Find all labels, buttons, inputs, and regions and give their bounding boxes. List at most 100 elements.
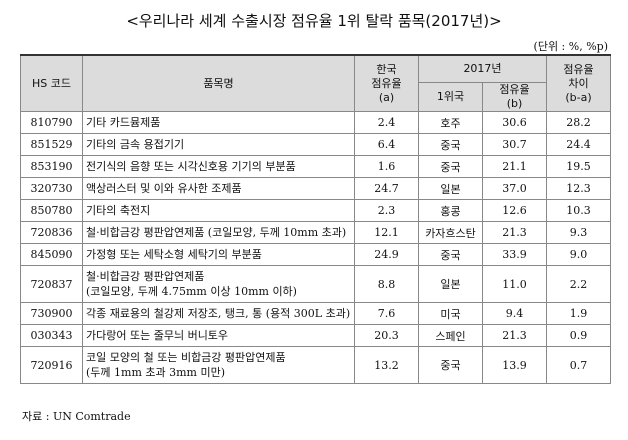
cell-hs-code: 730900 [20,302,83,325]
cell-item: 철·비합금강 평판압연제품 (코일모양, 두께 4.75mm 이상 10mm 이하… [82,265,355,303]
cell-share-diff: 10.3 [546,199,611,222]
cell-rank1-share: 33.9 [482,243,547,266]
cell-rank1-country: 스페인 [418,324,483,347]
cell-korea-share: 6.4 [354,133,419,156]
table-row: 030343 가다랑어 또는 줄무늬 버니토우 20.3 스페인 21.3 0.9 [20,324,611,347]
cell-rank1-country: 호주 [418,111,483,134]
cell-rank1-share: 11.0 [482,265,547,303]
cell-item: 기타 카드뮴제품 [82,111,355,134]
cell-hs-code: 853190 [20,155,83,178]
cell-rank1-country: 중국 [418,155,483,178]
cell-item: 각종 재료용의 철강제 저장조, 탱크, 통 (용적 300L 초과) [82,302,355,325]
table-row: 320730 액상러스터 및 이와 유사한 조제품 24.7 일본 37.0 12.3 [20,177,611,200]
item-line: 각종 재료용의 철강제 저장조, 탱크, 통 (용적 300L 초과) [86,307,351,320]
cell-rank1-share: 21.1 [482,155,547,178]
header-item: 품목명 [82,54,355,112]
cell-share-diff: 0.9 [546,324,611,347]
cell-rank1-country: 중국 [418,243,483,266]
table-row: 845090 가정형 또는 세탁소형 세탁기의 부분품 24.9 중국 33.9 9.0 [20,243,611,266]
cell-hs-code: 851529 [20,133,83,156]
cell-rank1-country: 중국 [418,346,483,384]
cell-rank1-country: 카자흐스탄 [418,221,483,244]
cell-korea-share: 12.1 [354,221,419,244]
item-line: (코일모양, 두께 4.75mm 이상 10mm 이하) [86,285,297,298]
cell-item: 기타의 금속 용접기기 [82,133,355,156]
cell-rank1-country: 일본 [418,265,483,303]
cell-share-diff: 1.9 [546,302,611,325]
cell-hs-code: 850780 [20,199,83,222]
cell-korea-share: 13.2 [354,346,419,384]
header-year: 2017년 [418,54,547,83]
cell-share-diff: 0.7 [546,346,611,384]
cell-share-diff: 9.0 [546,243,611,266]
cell-share-diff: 28.2 [546,111,611,134]
table-row: 720916 코일 모양의 철 또는 비합금강 평판압연제품 (두께 1mm 초과 … [20,346,611,384]
header-diff: 점유율 차이 (b-a) [546,54,611,112]
cell-share-diff: 12.3 [546,177,611,200]
cell-rank1-share: 9.4 [482,302,547,325]
cell-rank1-country: 홍콩 [418,199,483,222]
item-line: 기타의 축전지 [86,204,151,217]
item-line: 가정형 또는 세탁소형 세탁기의 부분품 [86,248,262,261]
cell-share-diff: 9.3 [546,221,611,244]
cell-korea-share: 24.7 [354,177,419,200]
table-row: 720837 철·비합금강 평판압연제품 (코일모양, 두께 4.75mm 이상 1… [20,265,611,303]
item-line: 기타의 금속 용접기기 [86,138,185,151]
table-row: 851529 기타의 금속 용접기기 6.4 중국 30.7 24.4 [20,133,611,156]
header-hs-code: HS 코드 [20,54,83,112]
item-line: 코일 모양의 철 또는 비합금강 평판압연제품 [86,351,286,364]
table-row: 853190 전기식의 음향 또는 시각신호용 기기의 부분품 1.6 중국 21.1 1… [20,155,611,178]
item-line: 전기식의 음향 또는 시각신호용 기기의 부분품 [86,160,296,173]
table-row: 810790 기타 카드뮴제품 2.4 호주 30.6 28.2 [20,111,611,134]
source-note: 자료 : UN Comtrade [22,410,131,423]
cell-hs-code: 720836 [20,221,83,244]
cell-share-diff: 19.5 [546,155,611,178]
cell-item: 액상러스터 및 이와 유사한 조제품 [82,177,355,200]
cell-hs-code: 320730 [20,177,83,200]
cell-hs-code: 810790 [20,111,83,134]
cell-share-diff: 24.4 [546,133,611,156]
cell-rank1-country: 일본 [418,177,483,200]
table-row: 850780 기타의 축전지 2.3 홍콩 12.6 10.3 [20,199,611,222]
header-korea-share: 한국 점유율 (a) [354,54,419,112]
cell-rank1-share: 13.9 [482,346,547,384]
header-rank1: 1위국 [418,82,483,112]
cell-korea-share: 7.6 [354,302,419,325]
cell-hs-code: 720837 [20,265,83,303]
item-line: 철·비합금강 평판압연제품 (코일모양, 두께 10mm 초과) [86,226,347,239]
cell-korea-share: 24.9 [354,243,419,266]
item-line: (두께 1mm 초과 3mm 미만) [86,366,226,379]
cell-item: 철·비합금강 평판압연제품 (코일모양, 두께 10mm 초과) [82,221,355,244]
cell-rank1-share: 12.6 [482,199,547,222]
cell-korea-share: 2.4 [354,111,419,134]
cell-share-diff: 2.2 [546,265,611,303]
cell-korea-share: 1.6 [354,155,419,178]
item-line: 액상러스터 및 이와 유사한 조제품 [86,182,242,195]
cell-rank1-share: 21.3 [482,221,547,244]
cell-korea-share: 20.3 [354,324,419,347]
item-line: 가다랑어 또는 줄무늬 버니토우 [86,329,229,342]
cell-hs-code: 720916 [20,346,83,384]
item-line: 기타 카드뮴제품 [86,116,161,129]
item-line: 철·비합금강 평판압연제품 [86,270,205,283]
cell-hs-code: 030343 [20,324,83,347]
unit-note: (단위 : %, %p) [533,40,608,53]
cell-rank1-share: 21.3 [482,324,547,347]
cell-hs-code: 845090 [20,243,83,266]
header-share-b: 점유율 (b) [482,82,547,112]
cell-item: 코일 모양의 철 또는 비합금강 평판압연제품 (두께 1mm 초과 3mm 미만… [82,346,355,384]
cell-korea-share: 2.3 [354,199,419,222]
table-row: 720836 철·비합금강 평판압연제품 (코일모양, 두께 10mm 초과) 12… [20,221,611,244]
cell-rank1-share: 30.6 [482,111,547,134]
cell-item: 전기식의 음향 또는 시각신호용 기기의 부분품 [82,155,355,178]
cell-rank1-share: 30.7 [482,133,547,156]
table-title: <우리나라 세계 수출시장 점유율 1위 탈락 품목(2017년)> [126,12,502,30]
cell-korea-share: 8.8 [354,265,419,303]
cell-rank1-country: 중국 [418,133,483,156]
table-row: 730900 각종 재료용의 철강제 저장조, 탱크, 통 (용적 300L 초과… [20,302,611,325]
cell-item: 가정형 또는 세탁소형 세탁기의 부분품 [82,243,355,266]
cell-item: 기타의 축전지 [82,199,355,222]
export-share-table: HS 코드 품목명 한국 점유율 (a) 2017년 점유율 차이 (b-a) … [20,54,611,384]
cell-item: 가다랑어 또는 줄무늬 버니토우 [82,324,355,347]
cell-rank1-share: 37.0 [482,177,547,200]
